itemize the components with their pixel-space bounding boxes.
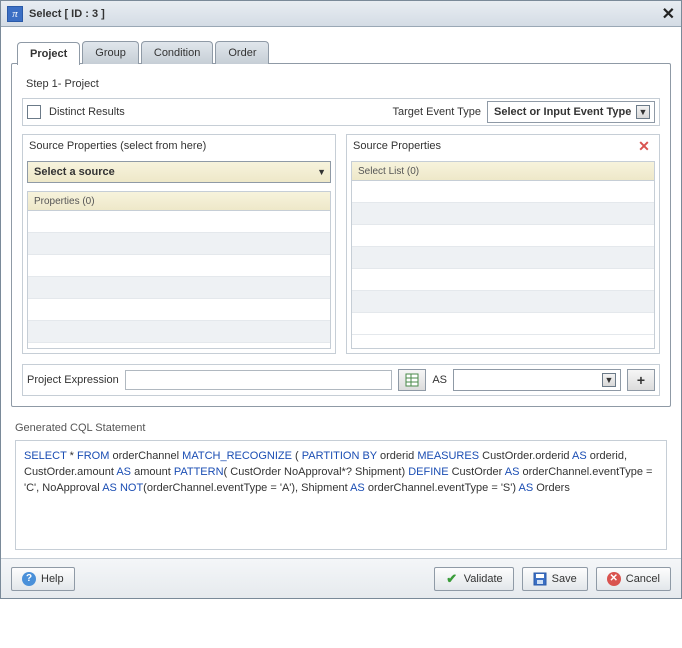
project-expression-input[interactable] <box>125 370 393 390</box>
as-label: AS <box>432 374 447 386</box>
table-row[interactable] <box>352 181 654 203</box>
chevron-down-icon: ▼ <box>602 373 616 387</box>
tab-project[interactable]: Project <box>17 42 80 65</box>
save-icon <box>533 572 547 586</box>
source-select-value: Select a source <box>34 166 115 178</box>
table-row[interactable] <box>352 225 654 247</box>
right-pane-title: Source Properties <box>353 140 441 152</box>
footer: ? Help ✔ Validate Save ✕ Cancel <box>1 558 681 598</box>
table-row[interactable] <box>352 313 654 335</box>
tabstrip: ProjectGroupConditionOrder <box>17 41 671 64</box>
validate-label: Validate <box>464 573 503 585</box>
source-properties-right-pane: Source Properties ✕ Select List (0) <box>346 134 660 354</box>
cql-statement: SELECT * FROM orderChannel MATCH_RECOGNI… <box>15 440 667 550</box>
tab-group[interactable]: Group <box>82 41 139 64</box>
table-row[interactable] <box>352 269 654 291</box>
expression-builder-button[interactable] <box>398 369 426 391</box>
panes-row: Source Properties (select from here) Sel… <box>22 134 660 354</box>
chevron-down-icon: ▼ <box>636 105 650 119</box>
table-row[interactable] <box>28 321 330 343</box>
cancel-button[interactable]: ✕ Cancel <box>596 567 671 591</box>
chevron-down-icon: ▼ <box>317 167 326 177</box>
add-button[interactable]: + <box>627 369 655 391</box>
left-pane-header: Source Properties (select from here) <box>23 135 335 157</box>
project-panel: Step 1- Project Distinct Results Target … <box>11 63 671 407</box>
table-row[interactable] <box>352 247 654 269</box>
tab-order[interactable]: Order <box>215 41 269 64</box>
left-grid-header: Properties (0) <box>27 191 331 211</box>
pi-icon: π <box>7 6 23 22</box>
source-properties-left-pane: Source Properties (select from here) Sel… <box>22 134 336 354</box>
save-button[interactable]: Save <box>522 567 588 591</box>
table-row[interactable] <box>28 277 330 299</box>
left-grid[interactable] <box>27 211 331 349</box>
table-row[interactable] <box>28 233 330 255</box>
save-label: Save <box>552 573 577 585</box>
dialog-body: ProjectGroupConditionOrder Step 1- Proje… <box>1 27 681 558</box>
table-row[interactable] <box>28 211 330 233</box>
help-label: Help <box>41 573 64 585</box>
cql-label: Generated CQL Statement <box>15 422 667 434</box>
project-expression-row: Project Expression AS ▼ + <box>22 364 660 396</box>
check-icon: ✔ <box>445 572 459 586</box>
help-icon: ? <box>22 572 36 586</box>
as-select[interactable]: ▼ <box>453 369 621 391</box>
target-event-type-value: Select or Input Event Type <box>494 106 631 118</box>
target-event-type-select[interactable]: Select or Input Event Type ▼ <box>487 101 655 123</box>
select-dialog: π Select [ ID : 3 ] ✕ ProjectGroupCondit… <box>0 0 682 599</box>
table-row[interactable] <box>352 291 654 313</box>
help-button[interactable]: ? Help <box>11 567 75 591</box>
table-row[interactable] <box>28 255 330 277</box>
cancel-icon: ✕ <box>607 572 621 586</box>
tab-condition[interactable]: Condition <box>141 41 213 64</box>
validate-button[interactable]: ✔ Validate <box>434 567 514 591</box>
right-pane-header: Source Properties ✕ <box>347 135 659 157</box>
close-icon[interactable]: ✕ <box>662 4 675 24</box>
cancel-label: Cancel <box>626 573 660 585</box>
source-select[interactable]: Select a source ▼ <box>27 161 331 183</box>
window-title: Select [ ID : 3 ] <box>29 8 105 20</box>
left-pane-title: Source Properties (select from here) <box>29 140 206 152</box>
distinct-checkbox[interactable] <box>27 105 41 119</box>
distinct-row: Distinct Results Target Event Type Selec… <box>22 98 660 126</box>
distinct-label: Distinct Results <box>49 106 125 118</box>
project-expression-label: Project Expression <box>27 374 119 386</box>
right-grid[interactable] <box>351 181 655 349</box>
table-row[interactable] <box>28 299 330 321</box>
table-icon <box>405 373 419 387</box>
step-label: Step 1- Project <box>26 78 656 90</box>
table-row[interactable] <box>352 203 654 225</box>
target-event-type-label: Target Event Type <box>393 106 481 118</box>
titlebar: π Select [ ID : 3 ] ✕ <box>1 1 681 27</box>
delete-icon[interactable]: ✕ <box>635 137 653 155</box>
right-grid-header: Select List (0) <box>351 161 655 181</box>
